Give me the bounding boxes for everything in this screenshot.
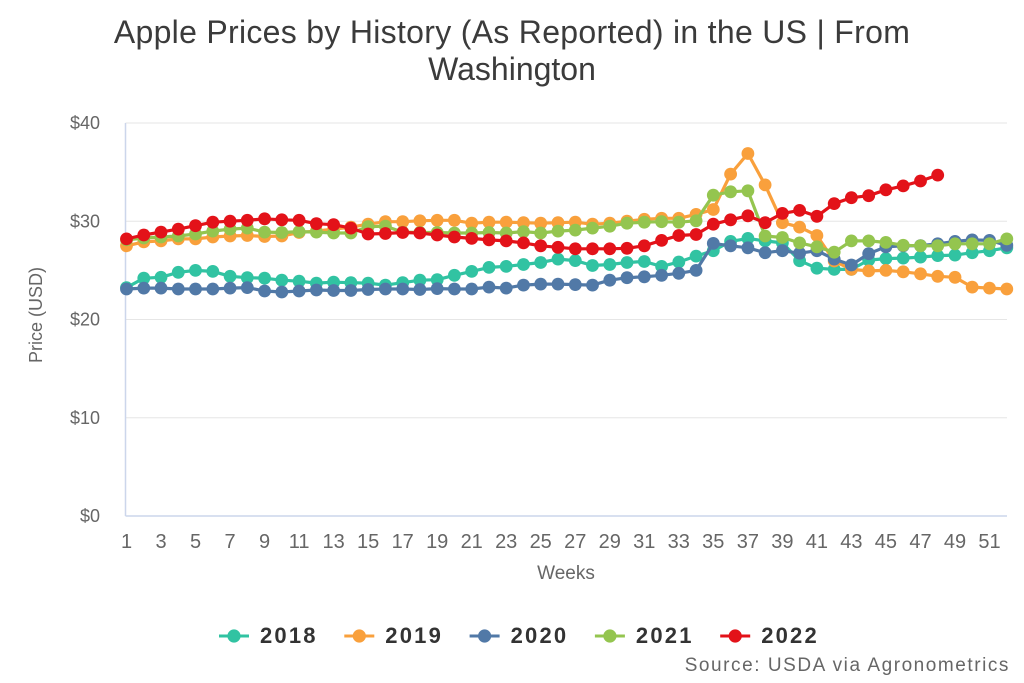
svg-text:2022: 2022 [761,623,819,648]
svg-text:2019: 2019 [385,623,443,648]
svg-text:2020: 2020 [511,623,569,648]
svg-text:47: 47 [909,531,931,553]
svg-text:35: 35 [702,531,724,553]
svg-text:$10: $10 [70,408,100,428]
svg-text:5: 5 [190,531,201,553]
svg-text:$30: $30 [70,211,100,231]
svg-text:51: 51 [978,531,1000,553]
svg-text:45: 45 [875,531,897,553]
svg-text:31: 31 [633,531,655,553]
svg-text:2018: 2018 [260,623,318,648]
svg-text:7: 7 [225,531,236,553]
svg-text:19: 19 [426,531,448,553]
svg-text:15: 15 [357,531,379,553]
svg-text:37: 37 [737,531,759,553]
svg-text:Price (USD): Price (USD) [26,267,46,363]
svg-text:39: 39 [771,531,793,553]
svg-text:1: 1 [121,531,132,553]
svg-text:$40: $40 [70,113,100,133]
svg-text:17: 17 [392,531,414,553]
svg-text:29: 29 [599,531,621,553]
svg-text:21: 21 [461,531,483,553]
svg-text:9: 9 [259,531,270,553]
svg-text:13: 13 [322,531,344,553]
svg-text:$0: $0 [80,506,100,526]
svg-text:$20: $20 [70,310,100,330]
svg-text:Weeks: Weeks [537,563,595,584]
svg-text:Apple Prices by History (As Re: Apple Prices by History (As Reported) in… [114,14,910,50]
svg-text:Source: USDA via Agronometrics: Source: USDA via Agronometrics [685,655,1010,676]
svg-text:3: 3 [155,531,166,553]
svg-text:33: 33 [668,531,690,553]
svg-text:11: 11 [289,531,310,553]
svg-text:49: 49 [944,531,966,553]
svg-text:Washington: Washington [428,51,596,87]
svg-text:27: 27 [564,531,586,553]
svg-text:43: 43 [840,531,862,553]
svg-text:25: 25 [530,531,552,553]
svg-text:2021: 2021 [636,623,694,648]
svg-text:41: 41 [806,531,828,553]
svg-text:23: 23 [495,531,517,553]
